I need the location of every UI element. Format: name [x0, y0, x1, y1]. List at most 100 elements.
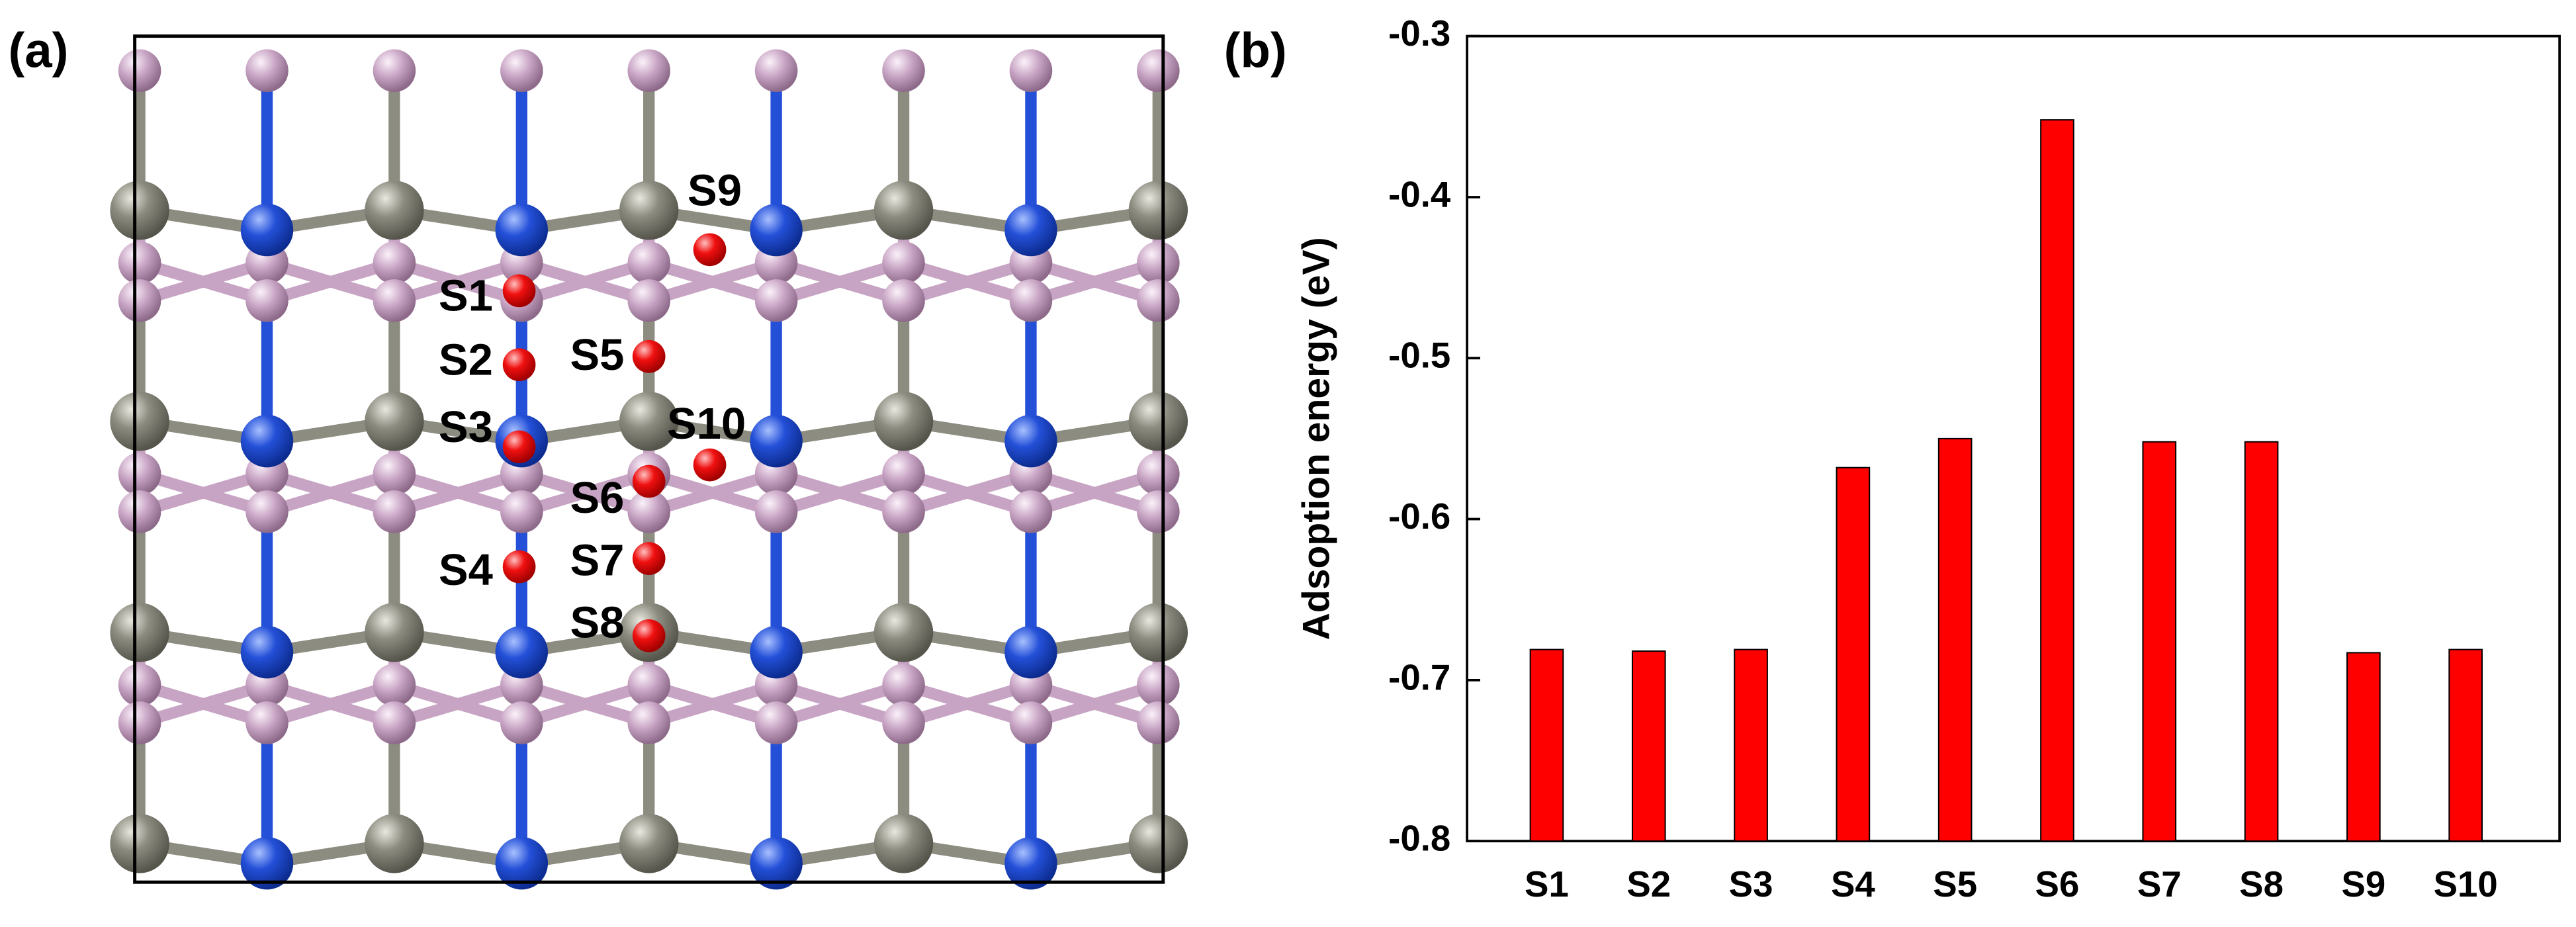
atom-pink [373, 452, 416, 496]
atom-pink [245, 279, 289, 322]
y-tick-label: -0.8 [1388, 818, 1450, 859]
atom-grey [873, 181, 934, 240]
atom-pink [1137, 664, 1180, 707]
atom-blue [240, 203, 294, 257]
y-axis-title: Adsoption energy (eV) [1296, 237, 1338, 640]
atom-pink [1009, 490, 1053, 533]
atom-blue [240, 414, 294, 468]
atom-blue [1004, 836, 1057, 890]
adsorption-site [632, 619, 666, 652]
atom-blue [1004, 625, 1057, 679]
site-label: S9 [688, 166, 742, 216]
bond [138, 679, 269, 728]
site-label: S10 [667, 399, 746, 449]
bond [647, 257, 778, 306]
site-label: S7 [570, 535, 624, 585]
atom-pink [245, 49, 289, 93]
atom-pink [882, 49, 925, 93]
y-tick-label: -0.5 [1388, 335, 1450, 376]
bond [647, 679, 778, 728]
site-label: S3 [439, 402, 493, 452]
bar [2448, 648, 2483, 842]
structure [110, 49, 1188, 890]
bond [1029, 257, 1160, 306]
atom-grey [619, 814, 679, 873]
bond [902, 679, 1033, 728]
atom-pink [245, 701, 289, 744]
atom-grey [110, 392, 169, 451]
atom-pink [118, 49, 161, 93]
atom-pink [245, 490, 289, 533]
bond [902, 468, 1033, 517]
atom-pink [118, 664, 161, 707]
atom-blue [750, 836, 803, 890]
x-tick-label: S5 [1933, 864, 1977, 905]
atom-pink [1009, 279, 1053, 322]
x-tick-label: S6 [2035, 864, 2080, 905]
x-tick-label: S10 [2434, 864, 2498, 905]
bond [519, 679, 651, 728]
plot-frame [1466, 34, 2561, 843]
bond [647, 468, 778, 517]
atom-blue [495, 625, 549, 679]
bar [1529, 648, 1564, 842]
atom-grey [1128, 603, 1188, 662]
y-tick-label: -0.3 [1388, 13, 1450, 54]
atom-pink [373, 490, 416, 533]
atom-grey [110, 603, 169, 662]
atom-pink [627, 279, 670, 322]
bond [519, 468, 651, 517]
bar [1937, 437, 1973, 842]
atom-pink [1137, 241, 1180, 285]
atom-pink [500, 49, 543, 93]
atom-pink [1009, 49, 1053, 93]
bond [265, 468, 396, 517]
atom-pink [882, 664, 925, 707]
adsorption-site [693, 448, 727, 482]
panel-label: (a) [8, 23, 68, 78]
x-tick-label: S3 [1729, 864, 1773, 905]
y-tick-label: -0.4 [1388, 174, 1451, 214]
bond [774, 679, 906, 728]
x-tick-label: S9 [2341, 864, 2385, 905]
atom-blue [240, 836, 294, 890]
atom-blue [1004, 203, 1057, 257]
atom-blue [495, 836, 549, 890]
bond [1029, 679, 1160, 728]
adsorption-site [502, 430, 536, 464]
atom-grey [110, 814, 169, 873]
atom-grey [619, 392, 679, 451]
atom-pink [1137, 49, 1180, 93]
x-tick-label: S4 [1831, 864, 1875, 905]
atom-grey [873, 392, 934, 451]
x-tick-label: S2 [1626, 864, 1671, 905]
adsorption-site [632, 464, 666, 498]
atom-pink [882, 490, 925, 533]
adsorption-site [693, 233, 727, 267]
atom-grey [873, 603, 934, 662]
bond [392, 468, 523, 517]
y-tick-label: -0.6 [1388, 496, 1450, 537]
bar [1836, 466, 1871, 842]
atom-grey [365, 814, 424, 873]
atom-blue [750, 414, 803, 468]
atom-pink [627, 490, 670, 533]
y-tick-label: -0.7 [1388, 657, 1450, 697]
bond [392, 257, 523, 306]
site-label: S4 [439, 545, 493, 595]
bond [138, 257, 269, 306]
atom-pink [373, 664, 416, 707]
bond [138, 468, 269, 517]
cell-box [133, 34, 1165, 884]
site-label: S1 [439, 271, 493, 321]
atom-pink [882, 241, 925, 285]
atom-blue [495, 203, 549, 257]
atom-blue [750, 203, 803, 257]
panel-label: (b) [1224, 23, 1287, 78]
bar [2244, 441, 2279, 842]
atom-pink [373, 241, 416, 285]
atom-pink [118, 490, 161, 533]
bond [519, 257, 651, 306]
